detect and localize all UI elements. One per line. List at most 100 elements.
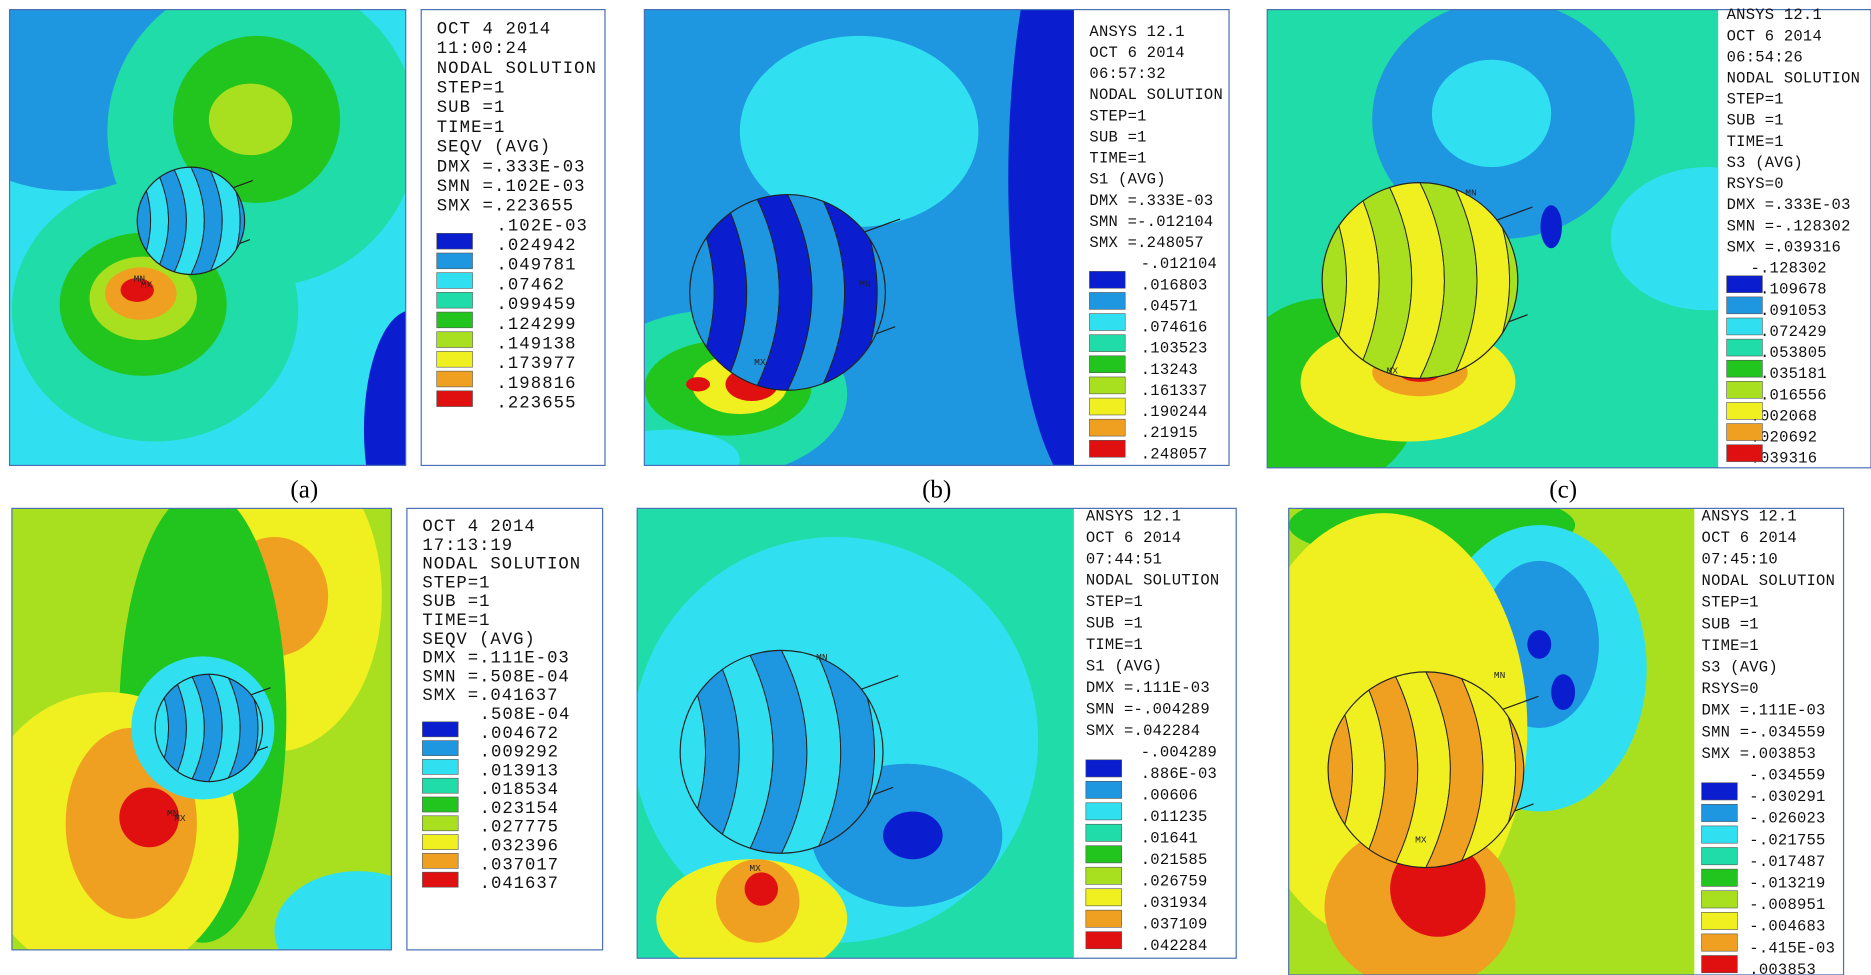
header-line: NODAL SOLUTION: [1727, 70, 1861, 88]
legend-swatch: [437, 312, 473, 328]
legend-swatch: [1702, 826, 1738, 843]
contour-region: [745, 872, 778, 905]
legend-label: .223655: [496, 395, 576, 414]
legend-swatch: [1727, 424, 1763, 441]
legend-label: .037109: [1141, 915, 1208, 933]
legend-label: .003853: [1749, 961, 1816, 975]
legend-label: .031934: [1141, 894, 1208, 912]
header-line: SEQV (AVG): [422, 631, 535, 650]
marker-label: MX: [754, 357, 766, 368]
legend-label: -.128302: [1750, 260, 1826, 278]
header-line: SMN =.508E-04: [422, 668, 569, 687]
legend-label: .011235: [1141, 808, 1208, 826]
legend-swatch: [422, 872, 458, 887]
header-line: RSYS=0: [1727, 175, 1784, 193]
legend-swatch: [1727, 339, 1763, 356]
legend-label: .103523: [1141, 340, 1208, 358]
legend-swatch: [437, 371, 473, 387]
legend-swatch: [437, 292, 473, 308]
panel: MNMXANSYS 12.1OCT 6 201406:57:32NODAL SO…: [585, 0, 1229, 504]
page: {"panels": [ {"label": "(a)", "header": …: [0, 0, 1871, 975]
header-line: S1 (AVG): [1089, 171, 1165, 189]
legend-swatch: [1727, 381, 1763, 398]
contour-plot: MNMX: [585, 0, 1176, 501]
figure: MNMXOCT 4 201411:00:24NODAL SOLUTIONSTEP…: [0, 0, 1871, 975]
contour-region: [1540, 205, 1561, 248]
legend-swatch: [1727, 445, 1763, 462]
legend-swatch: [1727, 297, 1763, 314]
contour-region: [209, 84, 293, 156]
header-line: SMN =-.128302: [1727, 217, 1851, 235]
header-line: TIME=1: [1086, 636, 1143, 654]
legend-swatch: [1086, 932, 1122, 949]
legend-label: .074616: [1141, 319, 1208, 337]
header-line: ANSYS 12.1: [1702, 507, 1797, 525]
legend-swatch: [1086, 889, 1122, 906]
legend-label: .013913: [480, 762, 559, 781]
legend-swatch: [437, 273, 473, 289]
contour-region: [686, 377, 710, 391]
legend-swatch: [1727, 276, 1763, 293]
header-line: OCT 4 2014: [437, 20, 552, 39]
contour-plot: MNMX: [1229, 0, 1802, 489]
legend-label: -.004289: [1141, 744, 1217, 762]
legend-label: -.026023: [1749, 810, 1825, 828]
legend-label: .01641: [1141, 829, 1198, 847]
legend-label: .508E-04: [480, 706, 571, 725]
header-line: SUB =1: [1727, 112, 1784, 130]
legend-swatch: [1086, 910, 1122, 927]
header-line: OCT 6 2014: [1727, 27, 1822, 45]
header-line: OCT 4 2014: [422, 518, 535, 537]
legend-label: .026759: [1141, 872, 1208, 890]
legend-label: .190244: [1141, 403, 1208, 421]
header-line: STEP=1: [1089, 107, 1146, 125]
panel: MNMXANSYS 12.1OCT 6 201407:45:10NODAL SO…: [1241, 489, 1844, 975]
legend-label: .023154: [480, 800, 559, 819]
legend-label: .037017: [480, 856, 559, 875]
marker-label: MX: [1387, 366, 1399, 377]
contour-plot: MNMX: [0, 442, 441, 975]
legend-label: .042284: [1141, 937, 1208, 955]
legend-label: -.012104: [1141, 255, 1217, 273]
legend-swatch: [1086, 760, 1122, 777]
header-line: OCT 6 2014: [1089, 44, 1184, 62]
legend-swatch: [437, 233, 473, 249]
header-line: DMX =.333E-03: [1727, 196, 1851, 214]
marker-label: MX: [749, 863, 761, 874]
panel-label: (c): [1549, 477, 1577, 504]
legend-swatch: [422, 835, 458, 850]
legend-label: .173977: [496, 355, 576, 374]
contour-plot: MNMX: [632, 508, 1073, 975]
marker-label: MN: [1494, 670, 1505, 681]
legend-label: .024942: [496, 237, 576, 256]
legend-swatch: [1702, 912, 1738, 929]
legend-label: -.415E-03: [1749, 939, 1835, 957]
panel: MNMXANSYS 12.1OCT 6 201406:54:26NODAL SO…: [1229, 0, 1871, 504]
header-line: SMX =.042284: [1086, 722, 1200, 740]
legend-swatch: [1702, 956, 1738, 973]
header-line: NODAL SOLUTION: [437, 60, 597, 79]
legend-swatch: [1727, 318, 1763, 335]
header-line: DMX =.333E-03: [437, 158, 586, 177]
legend-swatch: [1089, 398, 1125, 415]
legend-swatch: [1727, 360, 1763, 377]
header-line: STEP=1: [1727, 91, 1784, 109]
marker-label: MX: [174, 813, 186, 824]
header-line: DMX =.111E-03: [1086, 679, 1210, 697]
legend-label: -.034559: [1749, 766, 1825, 784]
header-line: 07:45:10: [1702, 551, 1778, 569]
legend-label: .07462: [496, 276, 565, 295]
header-line: ANSYS 12.1: [1089, 23, 1184, 41]
header-line: SUB =1: [437, 99, 506, 118]
legend-swatch: [1089, 440, 1125, 457]
contour-region: [597, 430, 740, 490]
legend-label: .198816: [496, 375, 576, 394]
marker-label: MX: [141, 280, 153, 291]
legend-label: .248057: [1141, 445, 1208, 463]
legend-swatch: [1702, 934, 1738, 951]
legend-label: .049781: [496, 257, 576, 276]
legend-swatch: [1702, 869, 1738, 886]
